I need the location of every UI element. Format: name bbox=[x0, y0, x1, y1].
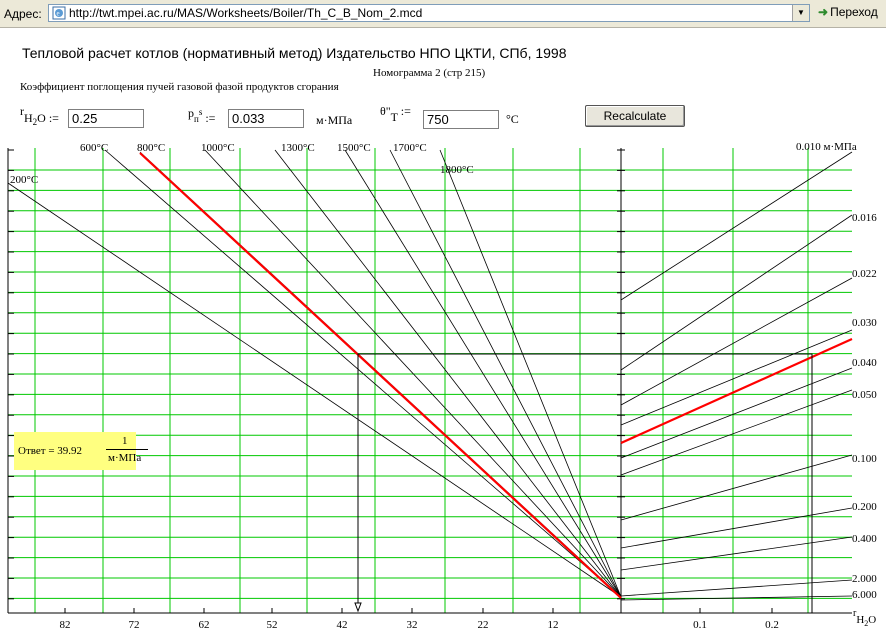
x-tick-label: 32 bbox=[407, 619, 418, 631]
go-button[interactable]: ➜ Переход bbox=[818, 5, 878, 19]
pressure-line bbox=[620, 579, 853, 597]
svg-text:e: e bbox=[57, 10, 60, 18]
result-arrow bbox=[354, 602, 362, 613]
pressure-label: 0.040 bbox=[852, 357, 877, 369]
page-icon: e bbox=[52, 6, 66, 20]
highlight-pressure-line bbox=[620, 337, 853, 445]
temperature-line bbox=[389, 149, 622, 598]
temperature-label: 800°C bbox=[137, 142, 165, 154]
pressure-label: 2.000 bbox=[852, 573, 877, 585]
temperature-line bbox=[7, 182, 622, 598]
theta-unit: °C bbox=[506, 112, 519, 126]
theta-sub: T bbox=[390, 110, 398, 124]
pressure-label: 0.100 bbox=[852, 453, 877, 465]
temperature-label: 1800°C bbox=[440, 164, 474, 176]
answer-numerator: 1 bbox=[122, 435, 128, 447]
x-tick-label: 82 bbox=[60, 619, 71, 631]
nomogram-label: Номограмма 2 (стр 215) bbox=[373, 67, 486, 79]
theta-symbol: θ" bbox=[380, 104, 391, 118]
r-sub-2: 2 bbox=[32, 117, 38, 127]
x-tick-label: 62 bbox=[199, 619, 210, 631]
temperature-label: 200°C bbox=[10, 174, 38, 186]
theta-input[interactable]: 750 bbox=[423, 110, 499, 129]
pressure-line bbox=[620, 367, 853, 459]
r-h2o-input[interactable]: 0.25 bbox=[68, 109, 144, 128]
address-input[interactable]: e http://twt.mpei.ac.ru/MAS/Worksheets/B… bbox=[48, 4, 810, 22]
p-ns-unit: м·МПа bbox=[316, 113, 353, 127]
highlight-temperature-line bbox=[139, 152, 622, 599]
r-h2o-label: rH2O := bbox=[20, 104, 59, 127]
temperature-line bbox=[274, 149, 622, 598]
address-url: http://twt.mpei.ac.ru/MAS/Worksheets/Boi… bbox=[69, 6, 423, 20]
x-tick-label: 52 bbox=[267, 619, 278, 631]
p-ns-label: pпs := bbox=[188, 106, 215, 125]
temperature-label: 600°C bbox=[80, 142, 108, 154]
pressure-label: 0.050 bbox=[852, 389, 877, 401]
pressure-line bbox=[620, 536, 853, 571]
temperature-label: 1700°C bbox=[393, 142, 427, 154]
pressure-label: 0.022 bbox=[852, 268, 877, 280]
theta-rest: := bbox=[400, 104, 411, 118]
temperature-line bbox=[439, 149, 622, 598]
pressure-line bbox=[620, 151, 853, 301]
answer-box: Ответ = 39.92 1 м·МПа bbox=[14, 432, 148, 470]
go-arrow-icon: ➜ bbox=[818, 5, 829, 19]
pressure-label: 6.000 bbox=[852, 589, 877, 601]
r-rest: O := bbox=[37, 111, 59, 125]
go-label: Переход bbox=[830, 5, 878, 19]
address-bar: Адрес: e http://twt.mpei.ac.ru/MAS/Works… bbox=[0, 0, 886, 28]
p-sub: п bbox=[194, 114, 199, 124]
pressure-line bbox=[620, 454, 853, 521]
answer-fraction-line bbox=[106, 449, 148, 450]
temperature-label: 1000°C bbox=[201, 142, 235, 154]
r-sub-h: H bbox=[24, 111, 33, 125]
address-label: Адрес: bbox=[4, 7, 42, 21]
pressure-label: 0.016 bbox=[852, 212, 877, 224]
pressure-label: 0.400 bbox=[852, 533, 877, 545]
p-rest: := bbox=[205, 111, 216, 125]
p-symbol: p bbox=[188, 106, 194, 120]
x-tick-label: 12 bbox=[548, 619, 559, 631]
x-tick-label: 0.1 bbox=[693, 619, 707, 631]
pressure-label: 0.010 м·МПа bbox=[796, 141, 857, 153]
page-title: Тепловой расчет котлов (нормативный мето… bbox=[22, 45, 567, 61]
recalculate-button[interactable]: Recalculate bbox=[585, 105, 685, 127]
x-axis-label: rH2O bbox=[853, 608, 876, 628]
pressure-line bbox=[620, 595, 853, 601]
answer-denominator: м·МПа bbox=[108, 452, 142, 464]
temperature-line bbox=[344, 149, 622, 598]
x-tick-label: 72 bbox=[129, 619, 140, 631]
pressure-label: 0.030 bbox=[852, 317, 877, 329]
theta-label: θ"T := bbox=[380, 104, 411, 124]
pressure-label: 0.200 bbox=[852, 501, 877, 513]
pressure-line bbox=[620, 329, 853, 426]
p-sup: s bbox=[198, 107, 203, 117]
result-path bbox=[357, 353, 813, 613]
temperature-line bbox=[104, 149, 622, 598]
x-tick-label: 0.2 bbox=[765, 619, 779, 631]
temperature-label: 1500°C bbox=[337, 142, 371, 154]
temperature-label: 1300°C bbox=[281, 142, 315, 154]
p-ns-input[interactable]: 0.033 bbox=[228, 109, 304, 128]
description-label: Коэффициент поглощения пучей газовой фаз… bbox=[20, 81, 339, 93]
x-tick-label: 42 bbox=[337, 619, 348, 631]
pressure-line bbox=[620, 507, 853, 549]
pressure-line bbox=[620, 214, 853, 371]
pressure-line bbox=[620, 277, 853, 406]
r-symbol: r bbox=[20, 104, 24, 118]
chevron-down-icon[interactable]: ▼ bbox=[792, 5, 809, 21]
x-tick-label: 22 bbox=[478, 619, 489, 631]
answer-label: Ответ = 39.92 bbox=[18, 445, 83, 457]
temperature-line bbox=[204, 149, 622, 598]
pressure-line bbox=[620, 389, 853, 476]
